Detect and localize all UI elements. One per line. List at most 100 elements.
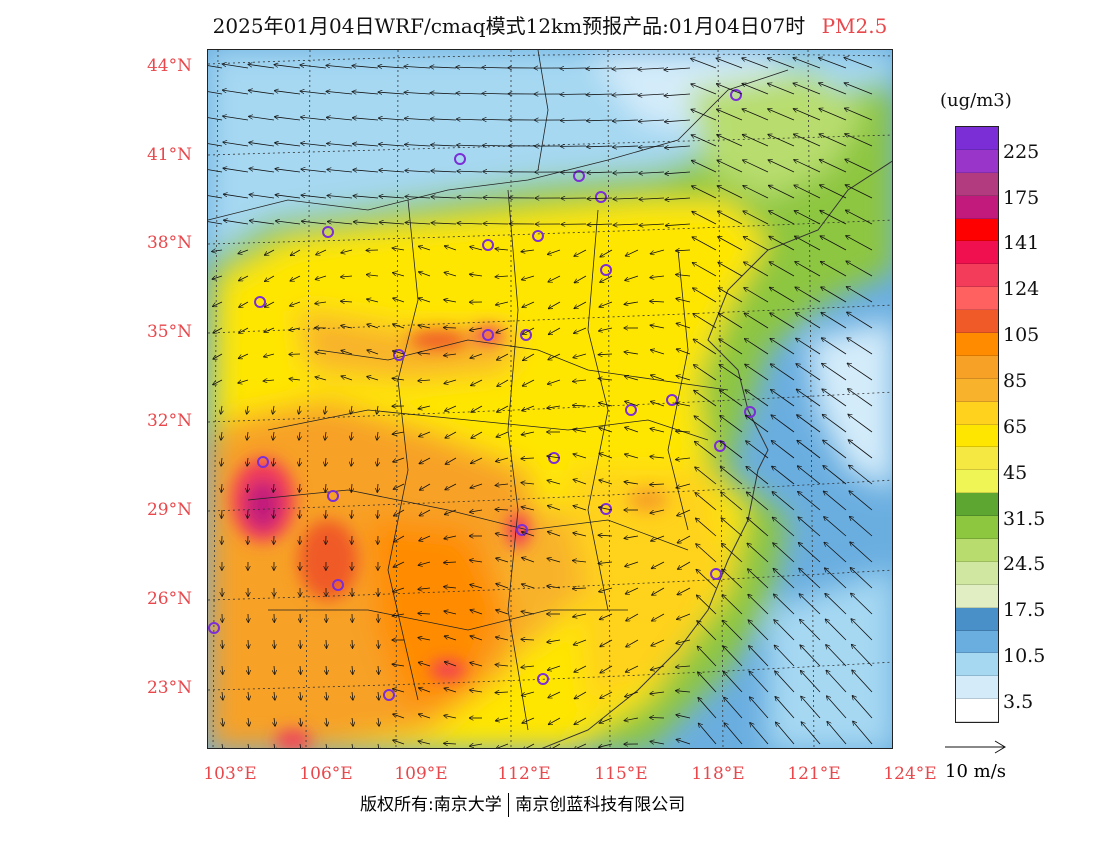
- wind-arrow: [444, 379, 457, 384]
- wind-arrow: [650, 509, 665, 513]
- wind-arrow: [573, 506, 587, 511]
- wind-arrow: [722, 544, 743, 563]
- wind-arrow: [639, 120, 665, 122]
- wind-arrow: [377, 405, 378, 414]
- wind-arrow: [695, 442, 717, 459]
- wind-arrow: [587, 146, 613, 147]
- wind-arrow: [418, 380, 431, 381]
- wind-arrow: [548, 506, 561, 511]
- wind-arrow: [325, 483, 326, 492]
- wind-arrow: [845, 83, 873, 95]
- wind-arrow: [352, 717, 353, 726]
- wind-arrow: [393, 298, 405, 303]
- wind-arrow: [573, 454, 587, 459]
- wind-arrow: [650, 276, 665, 278]
- wind-arrow: [393, 324, 405, 329]
- wind-arrow: [718, 211, 743, 225]
- wind-arrow: [208, 221, 223, 225]
- wind-arrow: [819, 83, 847, 95]
- wind-arrow: [497, 405, 509, 412]
- wind-arrow: [823, 466, 847, 485]
- wind-arrow: [718, 237, 743, 251]
- wind-arrow: [430, 93, 457, 94]
- wind-arrow: [315, 352, 327, 354]
- wind-arrow: [392, 664, 405, 666]
- wind-arrow: [745, 339, 769, 355]
- wind-arrow: [482, 67, 509, 68]
- wind-arrow: [224, 194, 249, 199]
- wind-arrow: [724, 723, 743, 745]
- wind-arrow: [676, 666, 691, 667]
- lon-label-121e: 121°E: [787, 764, 841, 784]
- wind-arrow: [275, 117, 301, 121]
- wind-arrow: [652, 561, 665, 568]
- colorbar-segment: [956, 310, 998, 334]
- wind-arrow: [445, 662, 457, 667]
- wind-arrow: [717, 109, 743, 121]
- wind-arrow: [848, 389, 873, 407]
- wind-arrow: [768, 84, 795, 95]
- lat-label-29n: 29°N: [146, 500, 192, 520]
- wind-arrow: [223, 168, 249, 173]
- wind-arrow: [651, 249, 665, 254]
- wind-arrow: [522, 507, 535, 511]
- wind-arrow: [775, 697, 795, 719]
- wind-arrow: [795, 287, 821, 303]
- lon-label-112e: 112°E: [497, 764, 551, 784]
- wind-arrow: [483, 145, 509, 146]
- wind-arrow: [379, 144, 405, 146]
- coastline: [541, 160, 892, 748]
- wind-arrow: [651, 639, 665, 646]
- wind-arrow: [772, 441, 795, 459]
- wind-arrow: [273, 457, 274, 466]
- wind-arrow: [495, 276, 509, 277]
- wind-arrow: [300, 665, 301, 674]
- wind-vectors: [208, 58, 873, 748]
- wind-arrow: [694, 391, 717, 407]
- wind-arrow: [275, 169, 301, 173]
- wind-arrow: [419, 535, 431, 541]
- wind-arrow: [522, 691, 535, 696]
- wind-arrow: [327, 196, 353, 199]
- wind-arrow: [574, 717, 587, 724]
- wind-arrow: [208, 195, 223, 199]
- colorbar-segment: [956, 264, 998, 288]
- wind-arrow: [380, 222, 405, 224]
- wind-arrow: [248, 509, 249, 518]
- wind-arrow: [695, 467, 717, 485]
- wind-arrow: [820, 211, 847, 225]
- wind-arrow: [289, 328, 301, 330]
- wind-arrow: [826, 619, 847, 641]
- lon-label-118e: 118°E: [691, 764, 745, 784]
- wind-arrow: [821, 313, 847, 329]
- wind-arrow: [208, 143, 223, 147]
- wind-arrow: [420, 483, 431, 490]
- wind-arrow: [223, 90, 249, 95]
- wind-arrow: [378, 665, 379, 674]
- copyright-owner: 版权所有:南京大学: [360, 795, 502, 815]
- wind-arrow: [444, 536, 457, 539]
- wind-arrow: [692, 186, 717, 199]
- wind-arrow: [625, 401, 639, 407]
- wind-arrow: [325, 431, 326, 440]
- wind-arrow: [405, 145, 431, 147]
- wind-arrow: [351, 483, 352, 492]
- wind-arrow: [521, 611, 535, 614]
- wind-arrow: [341, 351, 353, 355]
- wind-arrow: [699, 724, 717, 745]
- wind-arrow: [496, 743, 509, 748]
- wind-arrow: [250, 195, 275, 199]
- wind-arrow: [470, 560, 483, 562]
- wind-arrow: [521, 250, 535, 252]
- wind-arrow: [444, 354, 457, 356]
- wind-arrow: [221, 457, 222, 466]
- wind-arrow: [548, 691, 561, 698]
- wind-arrow: [599, 301, 613, 307]
- wind-arrow: [794, 185, 821, 199]
- wind-arrow: [719, 288, 743, 303]
- wind-arrow: [496, 484, 509, 485]
- wind-arrow: [521, 639, 535, 640]
- wind-arrow: [747, 543, 769, 563]
- lat-label-35n: 35°N: [146, 322, 192, 342]
- colorbar-segment: [956, 676, 998, 700]
